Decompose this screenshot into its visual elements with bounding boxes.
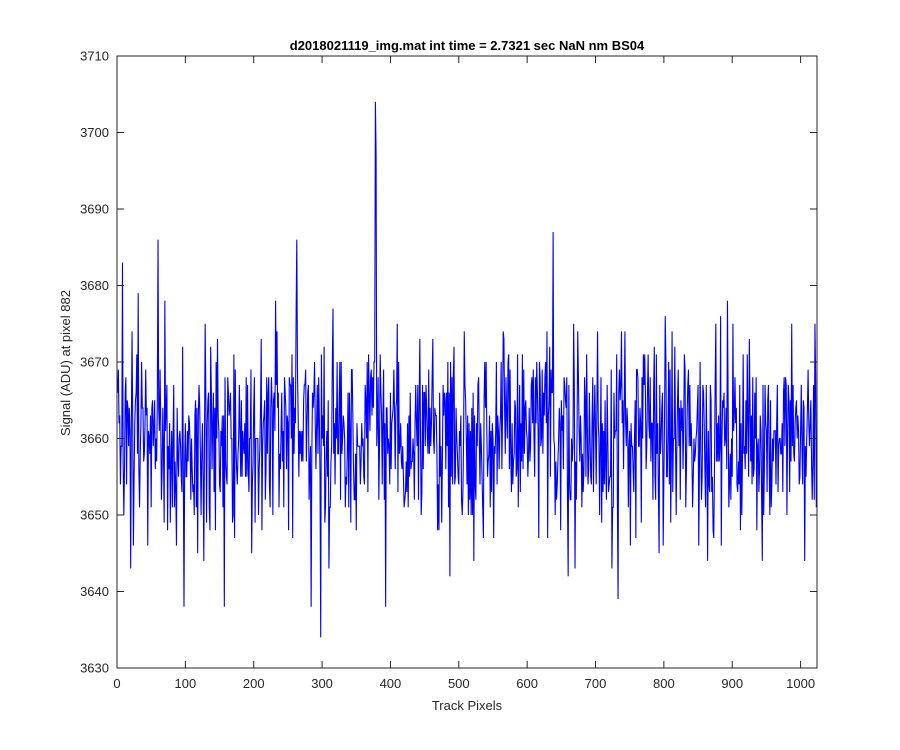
x-axis-label: Track Pixels (432, 698, 503, 713)
x-tick-label: 400 (380, 676, 402, 691)
x-tick-label: 0 (113, 676, 120, 691)
x-tick-label: 500 (448, 676, 470, 691)
x-tick-label: 200 (243, 676, 265, 691)
y-tick-label: 3710 (80, 49, 109, 64)
x-tick-label: 300 (311, 676, 333, 691)
y-tick-label: 3680 (80, 278, 109, 293)
x-tick-label: 600 (516, 676, 538, 691)
x-tick-label: 800 (653, 676, 675, 691)
x-tick-label: 1000 (786, 676, 815, 691)
y-tick-label: 3630 (80, 661, 109, 676)
axis-ticks (116, 55, 817, 669)
axis-tick-labels: 0 100 200 300 400 500 600 700 800 900 1000 3630 3640… (80, 49, 815, 692)
y-tick-label: 3700 (80, 125, 109, 140)
y-tick-label: 3640 (80, 584, 109, 599)
x-tick-label: 900 (721, 676, 743, 691)
chart-title: d2018021119_img.mat int time = 2.7321 se… (290, 38, 645, 53)
y-tick-label: 3670 (80, 355, 109, 370)
axes-background (117, 56, 817, 668)
plot-area (116, 55, 818, 669)
series-line (117, 101, 818, 638)
y-tick-label: 3660 (80, 431, 109, 446)
y-tick-label: 3650 (80, 508, 109, 523)
y-axis-label: Signal (ADU) at pixel 882 (58, 290, 73, 436)
y-tick-label: 3690 (80, 202, 109, 217)
x-tick-label: 100 (175, 676, 197, 691)
x-tick-label: 700 (585, 676, 607, 691)
